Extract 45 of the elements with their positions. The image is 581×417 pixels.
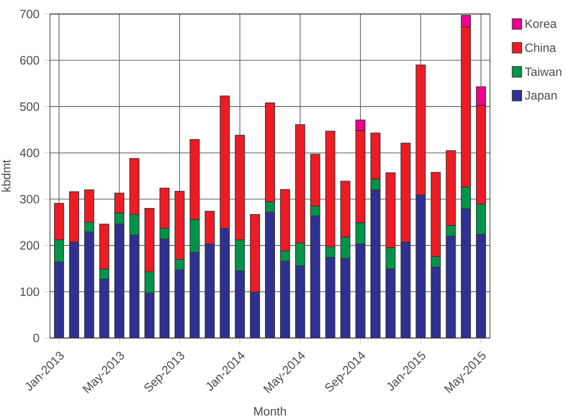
bar	[250, 214, 260, 292]
bar	[174, 270, 185, 338]
x-axis-title: Month	[254, 406, 286, 416]
bar	[114, 224, 124, 338]
bar	[355, 244, 366, 338]
y-tick-label: 200	[20, 241, 40, 250]
bar	[431, 267, 440, 338]
bar	[280, 260, 290, 338]
bar	[220, 228, 230, 338]
bar	[386, 268, 396, 338]
bar	[250, 292, 260, 338]
bar	[370, 190, 380, 338]
y-tick-label: 700	[20, 10, 40, 18]
y-axis-title: kbdmt	[2, 160, 10, 192]
bar	[204, 244, 215, 338]
legend-label: Taiwan	[524, 67, 562, 76]
bar	[310, 215, 320, 338]
bar	[160, 238, 170, 338]
bar	[99, 278, 110, 338]
bar	[340, 258, 350, 338]
y-tick-label: 0	[33, 334, 40, 342]
bar	[54, 262, 64, 338]
bar	[460, 208, 471, 338]
bar	[325, 257, 336, 338]
bar	[144, 292, 154, 338]
bar	[129, 234, 140, 338]
legend-label: China	[525, 43, 556, 52]
y-tick-label: 300	[20, 194, 40, 204]
y-tick-label: 600	[20, 56, 40, 65]
bar	[446, 236, 456, 338]
legend-label: Korea	[526, 20, 557, 28]
legend-label: Japan	[524, 91, 557, 102]
bar	[416, 194, 426, 338]
y-tick-label: 400	[20, 148, 40, 158]
y-tick-label: 100	[20, 287, 40, 296]
bar	[69, 242, 80, 338]
bar	[295, 265, 306, 338]
bar	[265, 212, 276, 338]
bar	[84, 232, 94, 338]
bar	[476, 234, 486, 338]
bar	[190, 252, 200, 338]
bar	[204, 210, 215, 244]
bar	[400, 242, 411, 338]
bar	[234, 270, 245, 338]
y-tick-label: 500	[20, 102, 40, 111]
